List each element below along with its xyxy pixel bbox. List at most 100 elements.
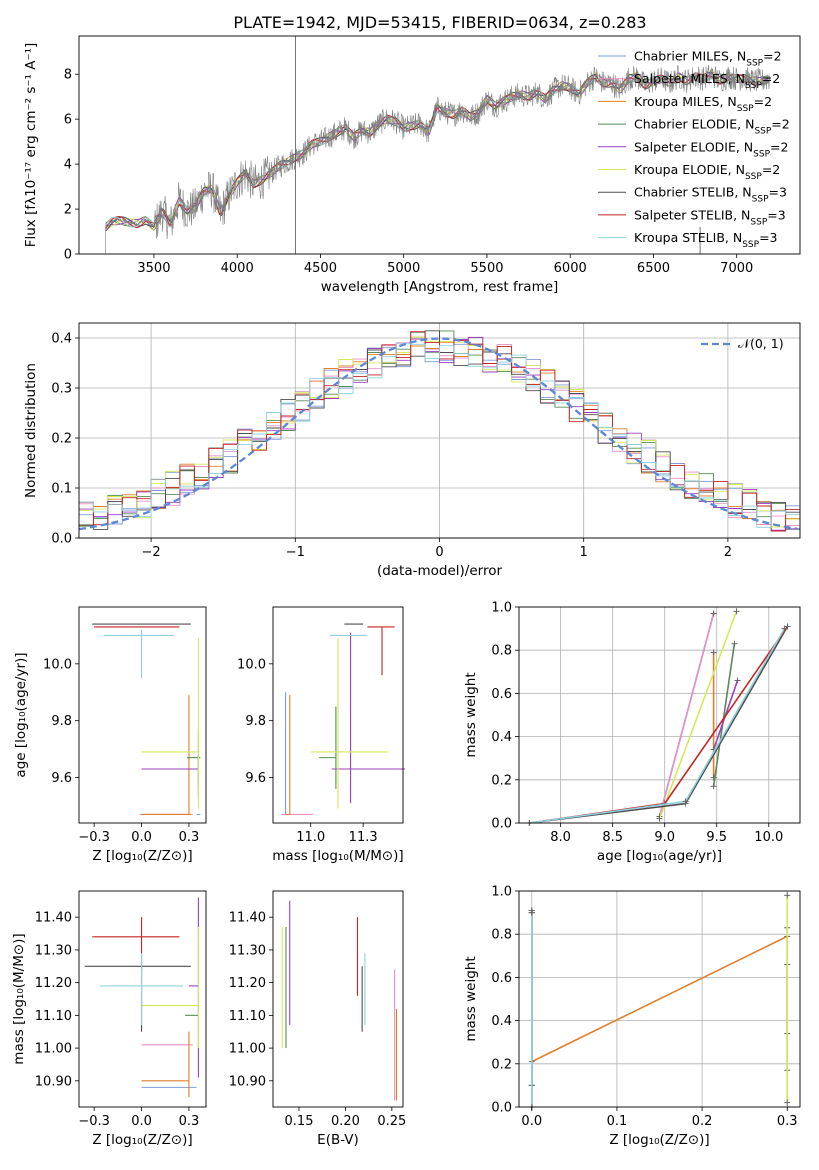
y-tick-label: 0.6 — [491, 687, 512, 702]
x-tick-label: 10.0 — [754, 830, 783, 845]
y-tick-label: 0.1 — [51, 482, 72, 497]
x-axis-label: Z [log₁₀(Z/Z⊙)] — [92, 1132, 192, 1148]
spectrum-marks — [105, 36, 771, 255]
mass_vs_Z-marks — [84, 897, 199, 1098]
axes-frame — [78, 35, 801, 255]
x-tick-label: −2 — [142, 545, 161, 560]
y-tick-label: 0.2 — [51, 432, 72, 447]
y-axis-label: Normed distribution — [23, 363, 39, 498]
y-tick-label: 0.8 — [491, 644, 512, 659]
legend-label-3: Chabrier ELODIE, NSSP=2 — [634, 117, 790, 137]
y-axis-label: mass weight — [463, 956, 479, 1041]
x-tick-label: 0.0 — [521, 1114, 542, 1129]
x-tick-label: 4500 — [304, 261, 337, 276]
residuals-marks — [78, 330, 800, 532]
x-axis-label: wavelength [Angstrom, rest frame] — [321, 279, 559, 295]
x-tick-label: 7000 — [720, 261, 753, 276]
weight-marker — [528, 909, 535, 916]
weight-line — [529, 626, 789, 824]
y-tick-label: 11.10 — [229, 1009, 266, 1024]
y-tick-label: 11.30 — [229, 943, 266, 958]
weight-line — [658, 613, 715, 817]
x-tick-label: 0.15 — [285, 1114, 314, 1129]
age_vs_Z-marks — [92, 623, 201, 816]
x-tick-label: 9.0 — [654, 830, 675, 845]
axes-frame — [518, 606, 801, 824]
y-tick-label: 2 — [64, 203, 72, 218]
observed-spectrum — [105, 64, 771, 255]
legend-label-5: Kroupa ELODIE, NSSP=2 — [634, 162, 780, 182]
legend-label-0: Chabrier MILES, NSSP=2 — [634, 49, 782, 69]
x-axis-label: (data-model)/error — [377, 563, 503, 579]
weight-marker — [731, 640, 738, 647]
x-axis-label: mass [log₁₀(M/M⊙)] — [272, 848, 403, 864]
weight-marker — [734, 677, 741, 684]
weight-marker — [781, 625, 788, 632]
legend-label-2: Kroupa MILES, NSSP=2 — [634, 94, 772, 114]
x-tick-label: 8.0 — [550, 830, 571, 845]
weight-marker — [710, 783, 717, 790]
x-tick-label: 0.3 — [179, 830, 200, 845]
y-tick-label: 4 — [64, 158, 72, 173]
x-tick-label: 8.5 — [602, 830, 623, 845]
y-axis-label: Flux [fλ10⁻¹⁷ erg cm⁻² s⁻¹ A⁻¹] — [23, 43, 39, 248]
weight-marker — [733, 608, 740, 615]
y-axis-label: age [log₁₀(age/yr)] — [13, 652, 29, 777]
y-tick-label: 0.8 — [491, 928, 512, 943]
x-tick-label: 0.3 — [777, 1114, 798, 1129]
mass_vs_ebv-marks — [281, 900, 398, 1101]
y-tick-label: 10.90 — [35, 1074, 72, 1089]
x-tick-label: 0.25 — [377, 1114, 406, 1129]
legend-label-8: Kroupa STELIB, NSSP=3 — [634, 230, 778, 250]
x-tick-label: 9.5 — [706, 830, 727, 845]
y-tick-label: 10.90 — [229, 1074, 266, 1089]
x-tick-label: 0.1 — [607, 1114, 628, 1129]
residuals-panel: −2 −1 0 1 2 0.0 0.1 0.2 0.3 0.4 (data-model)/error… — [23, 322, 801, 579]
weight-marker — [656, 815, 663, 822]
x-tick-label: 6500 — [637, 261, 670, 276]
y-tick-label: 11.20 — [35, 976, 72, 991]
weight-line — [658, 611, 738, 819]
x-tick-label: 6000 — [554, 261, 587, 276]
weight_vs_age-panel: 8.0 8.5 9.0 9.5 10.0 0.0 0.2 0.4 0.6 0.8 1.0 age [l… — [463, 601, 801, 864]
y-tick-label: 0.3 — [51, 382, 72, 397]
weight_vs_Z-marks — [528, 892, 791, 1110]
y-tick-label: 0.0 — [491, 817, 512, 832]
normal-reference-curve — [78, 337, 798, 531]
x-tick-label: −0.3 — [78, 1114, 110, 1129]
axes-frame — [78, 322, 801, 539]
y-tick-label: 0.4 — [51, 332, 72, 347]
axes-frame — [272, 890, 404, 1108]
axes-frame — [78, 606, 207, 824]
age_vs_mass-marks — [281, 623, 406, 816]
y-tick-label: 10.0 — [43, 657, 72, 672]
y-tick-label: 0.2 — [491, 1057, 512, 1072]
x-tick-label: 1 — [580, 545, 588, 560]
y-tick-label: 0.4 — [491, 1014, 512, 1029]
x-tick-label: 11.3 — [349, 830, 378, 845]
y-tick-label: 0.4 — [491, 730, 512, 745]
y-tick-label: 11.20 — [229, 976, 266, 991]
y-tick-label: 8 — [64, 68, 72, 83]
weight-marker — [682, 798, 689, 805]
y-tick-label: 0 — [64, 248, 72, 263]
axes-frame — [518, 890, 801, 1108]
weight-line — [531, 935, 788, 1063]
x-tick-label: 0.0 — [131, 1114, 152, 1129]
weight-marker — [710, 649, 717, 656]
x-axis-label: E(B-V) — [317, 1132, 359, 1148]
y-tick-label: 0.0 — [491, 1101, 512, 1116]
y-tick-label: 10.0 — [237, 657, 266, 672]
spectrum-panel: 3500 4000 4500 5000 5500 6000 6500 7000 0 2 4 6 8 wav… — [23, 35, 801, 295]
y-tick-label: 0.0 — [51, 532, 72, 547]
y-axis-label: mass [log₁₀(M/M⊙)] — [11, 933, 27, 1064]
histogram-8 — [79, 343, 800, 528]
weight_vs_Z-panel: 0.0 0.1 0.2 0.3 0.0 0.2 0.4 0.6 0.8 1.0 Z [log₁₀(Z… — [463, 885, 801, 1148]
x-tick-label: −0.3 — [78, 830, 110, 845]
x-tick-label: 3500 — [137, 261, 170, 276]
weight-marker — [784, 623, 791, 630]
x-axis-label: age [log₁₀(age/yr)] — [597, 848, 722, 864]
axes-frame — [78, 890, 207, 1108]
x-axis-label: Z [log₁₀(Z/Z⊙)] — [92, 848, 192, 864]
